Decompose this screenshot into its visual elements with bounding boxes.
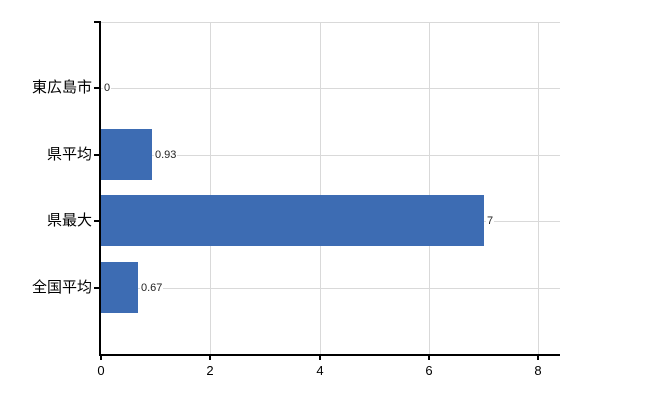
row-gridline [101,88,560,89]
x-axis-tick [428,354,430,360]
x-tick-label: 4 [316,363,324,378]
x-axis-line [99,354,560,356]
value-label: 0.67 [140,280,164,296]
y-axis-tick [94,87,101,89]
x-gridline [429,22,430,354]
x-tick-label: 6 [425,363,433,378]
x-gridline [210,22,211,354]
bar [101,195,484,246]
row-gridline [101,155,560,156]
x-axis-tick [319,354,321,360]
plot-top-border [101,22,560,23]
x-axis-tick [537,354,539,360]
x-gridline [320,22,321,354]
row-gridline [101,288,560,289]
y-axis-label: 県最大 [46,212,92,229]
y-axis-label: 東広島市 [31,79,92,96]
value-label: 0 [103,80,112,96]
x-tick-label: 0 [97,363,105,378]
y-axis-tick [94,21,101,23]
y-axis-line [99,22,101,356]
y-axis-tick [94,154,101,156]
y-axis-tick [94,287,101,289]
x-axis-tick [209,354,211,360]
value-label: 0.93 [154,147,178,163]
y-axis-tick [94,220,101,222]
x-tick-label: 8 [534,363,542,378]
value-label: 7 [486,213,495,229]
x-axis-tick [100,354,102,360]
bar [101,262,138,313]
x-tick-label: 2 [206,363,214,378]
y-axis-label: 県平均 [46,146,92,163]
x-gridline [538,22,539,354]
y-axis-label: 全国平均 [31,279,92,296]
bar [101,129,152,180]
